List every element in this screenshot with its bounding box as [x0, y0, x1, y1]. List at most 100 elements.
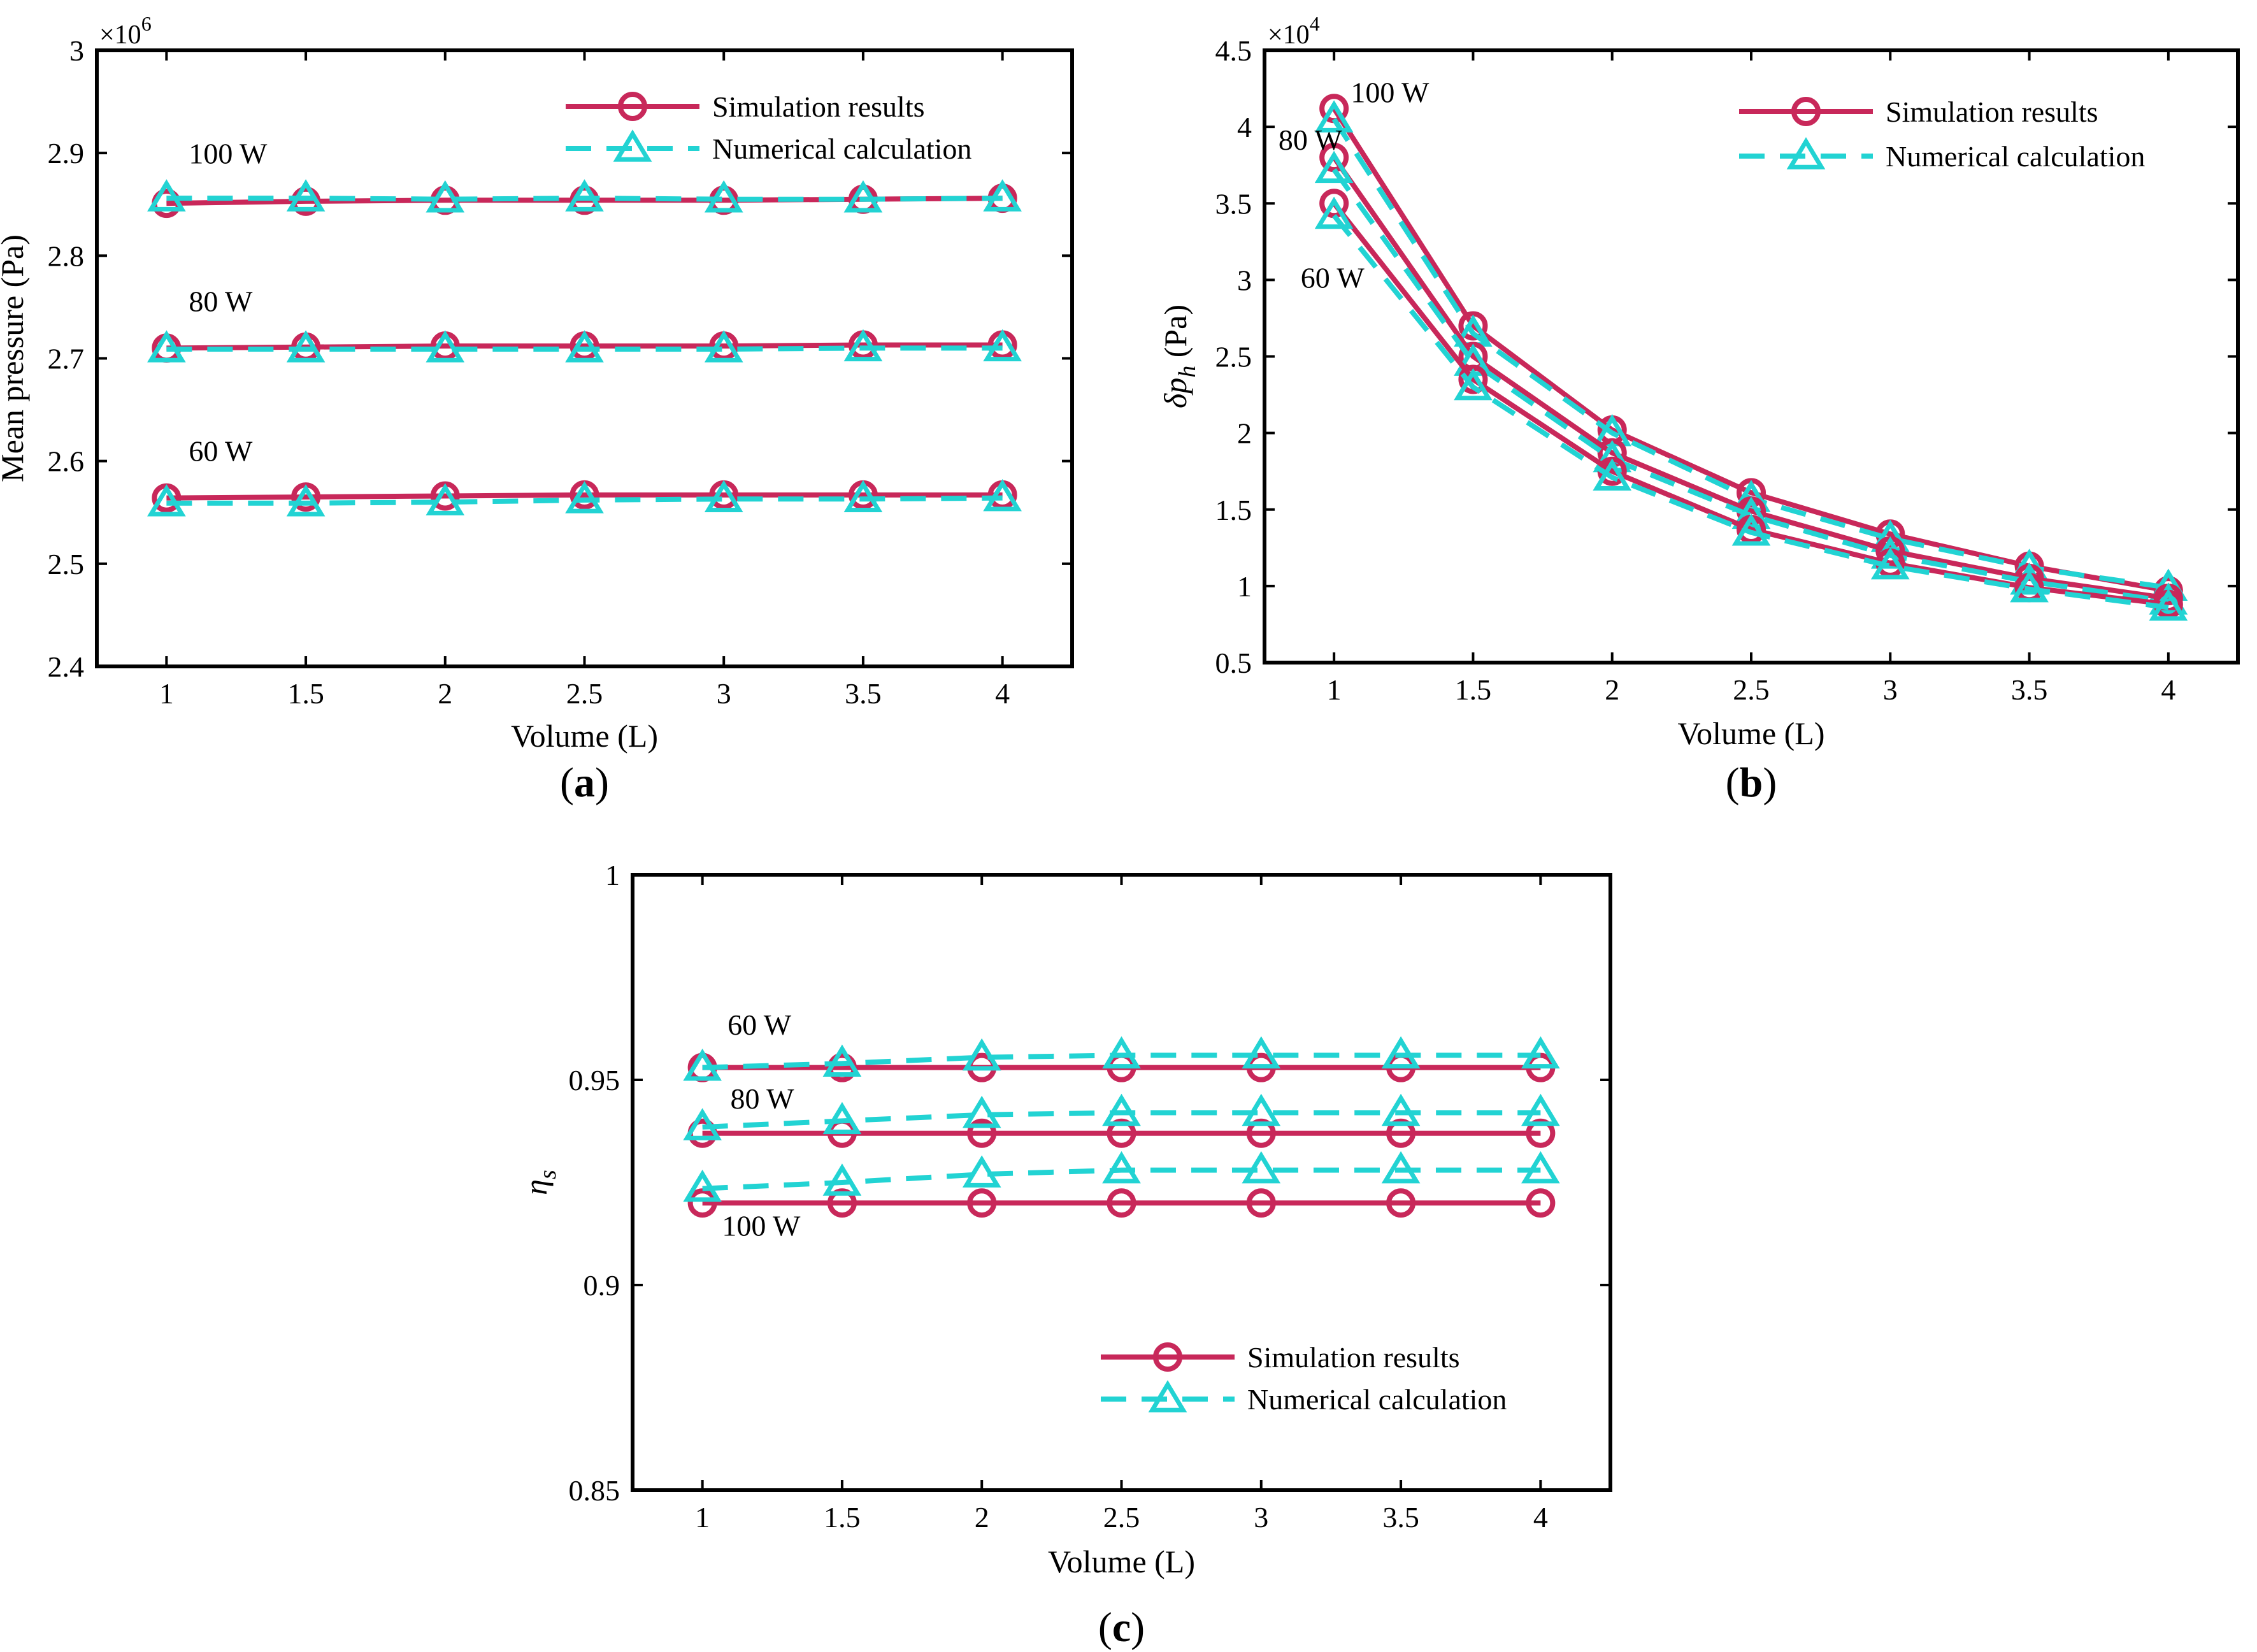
- x-axis-label: Volume (L): [1048, 1544, 1195, 1579]
- x-tick-label: 3.5: [845, 677, 882, 710]
- data-point-triangle: [704, 480, 743, 513]
- power-annotation: 60 W: [189, 435, 253, 468]
- series-numerical-80W: [147, 329, 1022, 363]
- x-tick-label: 4: [2161, 673, 2175, 706]
- panel-label: (b): [1726, 759, 1777, 806]
- data-point-circle: [687, 1188, 717, 1218]
- data-point-circle: [1319, 143, 1349, 173]
- x-tick-label: 3.5: [1382, 1501, 1419, 1533]
- x-tick-label: 3: [1883, 673, 1898, 706]
- data-point-triangle: [962, 1038, 1001, 1071]
- data-point-circle: [1526, 1188, 1556, 1218]
- legend-simulation-label: Simulation results: [1247, 1341, 1460, 1374]
- data-point-circle: [1386, 1188, 1416, 1218]
- x-tick-label: 4: [1533, 1501, 1548, 1533]
- power-annotation: 80 W: [1279, 124, 1343, 156]
- data-point-triangle: [1521, 1151, 1560, 1184]
- y-tick-label: 2.5: [48, 548, 85, 580]
- data-point-triangle: [843, 329, 883, 362]
- y-tick-label: 4.5: [1215, 34, 1252, 67]
- data-point-triangle: [683, 1108, 722, 1140]
- power-annotation: 60 W: [1301, 261, 1365, 294]
- exponent-base: ×10: [1268, 20, 1310, 50]
- y-axis-label: ηs: [518, 1170, 561, 1195]
- y-tick-label: 0.9: [584, 1269, 620, 1302]
- data-point-triangle: [1242, 1093, 1281, 1126]
- exponent-base: ×10: [99, 20, 141, 50]
- y-tick-label: 1: [605, 859, 620, 891]
- series-line: [166, 345, 1003, 352]
- power-annotation: 80 W: [189, 285, 253, 317]
- exponent-power: 4: [1310, 12, 1320, 35]
- data-point-circle: [1246, 1188, 1276, 1218]
- panel-b: 1 1.5 2 2.5 3 3.5 40.511.522.533.544.5 ×104Volu…: [1157, 12, 2240, 806]
- data-point-triangle: [147, 484, 186, 517]
- data-point-triangle: [1314, 196, 1354, 229]
- legend: Simulation results Numerical calculation: [1101, 1341, 1507, 1416]
- data-point-triangle: [1314, 150, 1354, 183]
- panel-paren-open: (: [1726, 759, 1740, 806]
- series-numerical-60W: [683, 1036, 1560, 1081]
- data-point-triangle: [843, 480, 883, 513]
- panel-paren-open: (: [560, 759, 574, 806]
- panel-paren-open: (: [1098, 1604, 1112, 1651]
- data-point-triangle: [822, 1102, 862, 1135]
- data-point-triangle: [683, 1169, 722, 1202]
- x-axis-label: Volume (L): [1678, 715, 1825, 751]
- y-tick-label: 4: [1237, 111, 1252, 143]
- data-point-circle: [967, 1188, 997, 1218]
- data-point-circle: [1246, 1118, 1276, 1148]
- x-tick-label: 2.5: [1733, 673, 1770, 706]
- panel-paren-close: ): [595, 759, 609, 806]
- panel-paren-close: ): [1131, 1604, 1145, 1651]
- data-point-triangle: [683, 1048, 722, 1081]
- x-tick-label: 1: [695, 1501, 710, 1533]
- y-tick-label: 0.85: [569, 1474, 620, 1507]
- data-point-circle: [1526, 1118, 1556, 1148]
- legend-numerical-label: Numerical calculation: [712, 133, 971, 165]
- x-tick-label: 3.5: [2011, 673, 2048, 706]
- x-tick-label: 1: [1327, 673, 1342, 706]
- panel-paren-close: ): [1763, 759, 1777, 806]
- data-point-circle: [1107, 1188, 1136, 1218]
- series-line: [702, 1052, 1541, 1070]
- data-point-triangle: [565, 179, 604, 212]
- panel-letter: c: [1112, 1604, 1131, 1651]
- data-point-triangle: [822, 1163, 862, 1196]
- data-point-triangle: [1521, 1036, 1560, 1069]
- series-line: [166, 495, 1003, 506]
- legend: Simulation results Numerical calculation: [566, 90, 971, 165]
- data-point-circle: [967, 1118, 997, 1148]
- data-point-triangle: [1731, 496, 1771, 529]
- data-point-triangle: [286, 179, 326, 212]
- data-point-triangle: [962, 1155, 1001, 1188]
- series-numerical-60W: [147, 478, 1022, 517]
- y-tick-label: 2: [1237, 417, 1252, 450]
- power-annotation: 100 W: [1351, 76, 1429, 109]
- x-tick-label: 1.5: [824, 1501, 861, 1533]
- data-point-triangle: [2010, 570, 2049, 603]
- y-tick-label: 0.5: [1215, 647, 1252, 679]
- data-point-triangle: [983, 179, 1022, 212]
- axis-exponent: ×104: [1268, 12, 1320, 50]
- y-tick-label: 2.8: [48, 240, 85, 272]
- y-label-symbol: δp: [1157, 378, 1193, 408]
- data-point-triangle: [2149, 588, 2188, 621]
- power-annotation: 100 W: [189, 137, 268, 169]
- y-tick-label: 2.9: [48, 137, 85, 169]
- panel-a: 1 1.5 2 2.5 3 3.5 4 2.4 2.5 2.6 2.7 2.8 2.9 3 ×106 Volu…: [0, 12, 1074, 806]
- power-annotation: 100 W: [722, 1210, 801, 1242]
- data-point-triangle: [843, 180, 883, 213]
- data-point-triangle: [1102, 1036, 1141, 1069]
- legend-simulation-label: Simulation results: [712, 90, 925, 123]
- data-point-triangle: [1381, 1036, 1421, 1069]
- data-point-triangle: [1870, 547, 1910, 580]
- power-annotation: 60 W: [727, 1009, 792, 1041]
- data-point-triangle: [1381, 1093, 1421, 1126]
- legend-numerical-marker: [1148, 1380, 1187, 1412]
- series-line: [702, 1110, 1541, 1130]
- data-point-triangle: [286, 330, 326, 363]
- data-point-triangle: [1102, 1151, 1141, 1184]
